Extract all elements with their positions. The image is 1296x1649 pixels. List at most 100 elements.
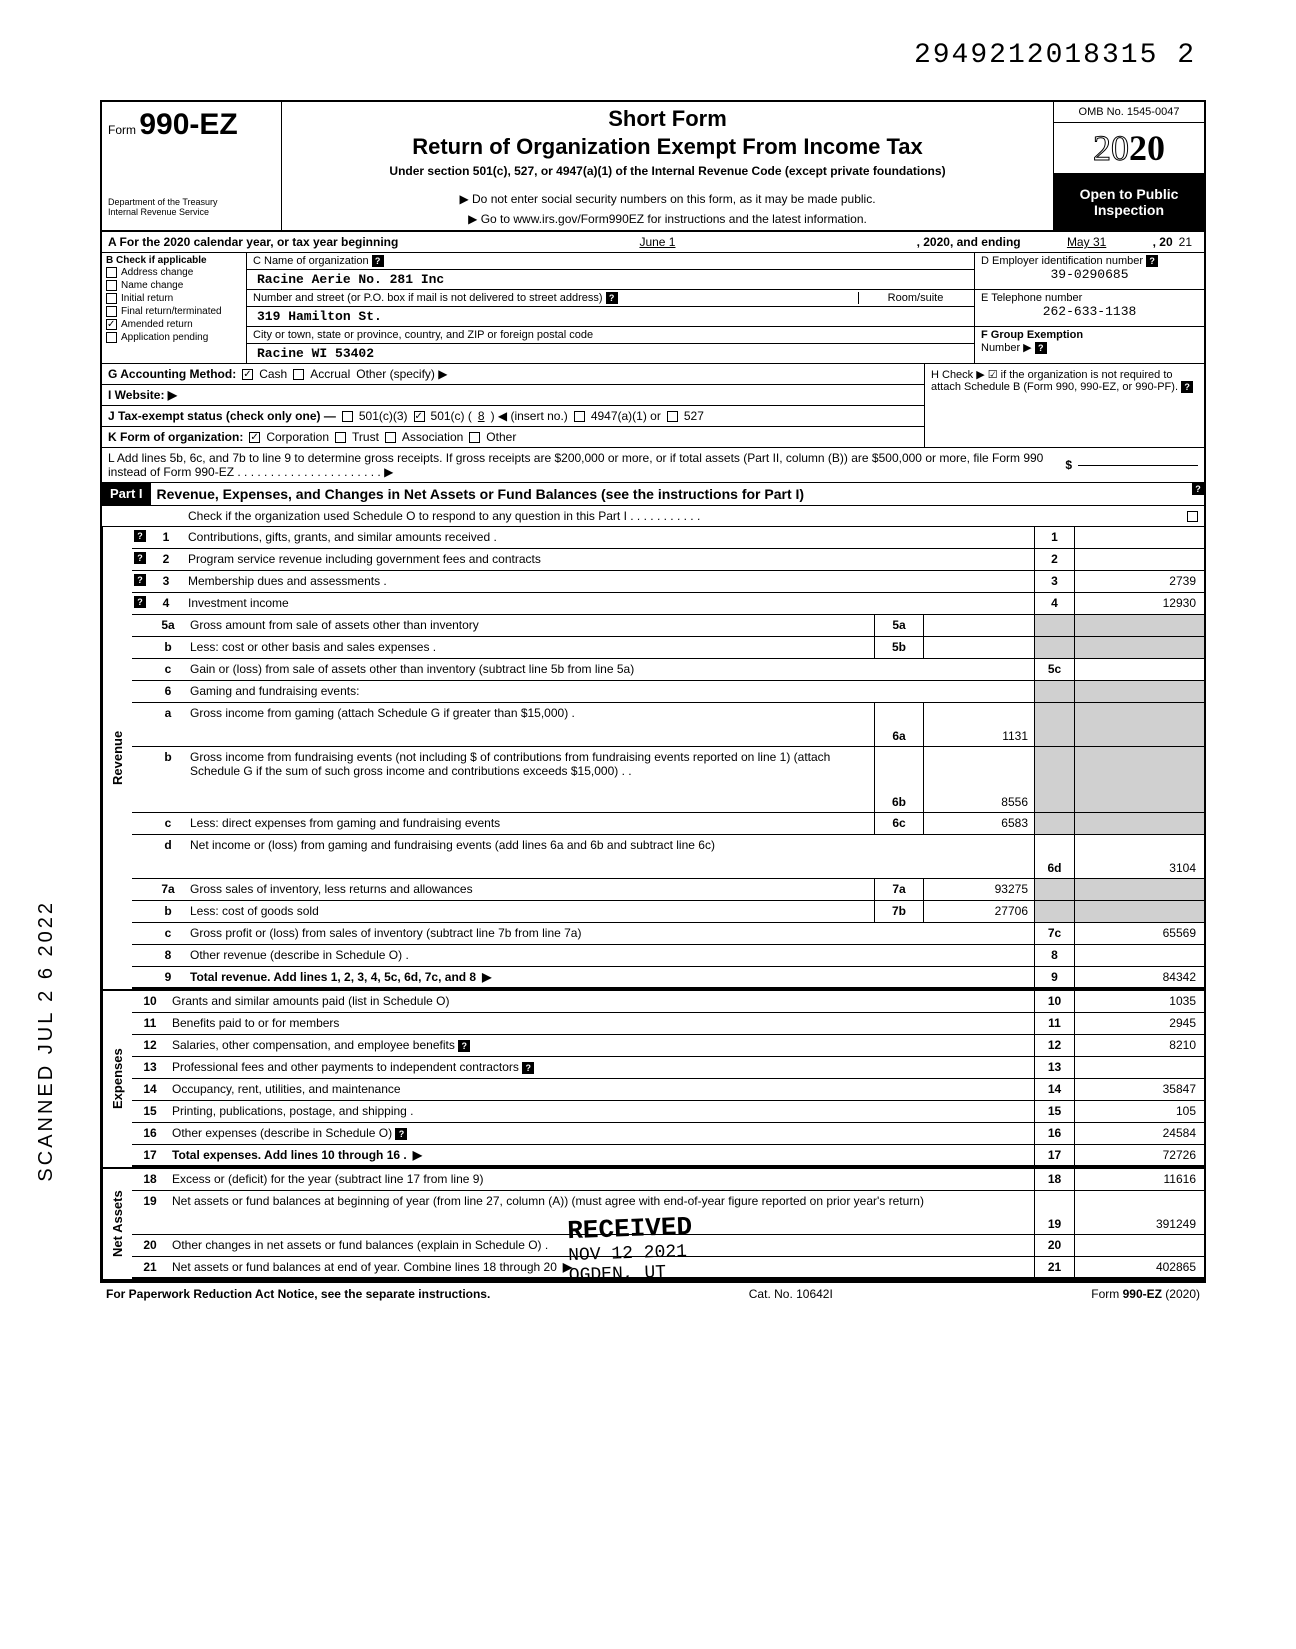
phone-value: 262-633-1138: [981, 304, 1198, 319]
cb-final-return[interactable]: [106, 306, 117, 317]
header-right: OMB No. 1545-0047 2020 Open to Public In…: [1054, 102, 1204, 230]
line5c-val: [1074, 659, 1204, 680]
row-a-tax-year: A For the 2020 calendar year, or tax yea…: [102, 232, 1204, 253]
stamp-place: OGDEN, UT: [569, 1262, 694, 1286]
line7c-desc: Gross profit or (loss) from sales of inv…: [186, 923, 1034, 944]
cb-4947[interactable]: [574, 411, 585, 422]
j-o3: 4947(a)(1) or: [591, 409, 661, 423]
l-text: L Add lines 5b, 6c, and 7b to line 9 to …: [108, 451, 1059, 479]
line7a-box: 7a: [874, 879, 924, 900]
cb-other-org[interactable]: [469, 432, 480, 443]
section-def: D Employer identification number ? 39-02…: [974, 253, 1204, 363]
section-b: B Check if applicable Address change Nam…: [102, 253, 247, 363]
help-l2[interactable]: ?: [134, 552, 146, 564]
stamp-received-text: RECEIVED: [567, 1212, 693, 1246]
help-icon[interactable]: ?: [372, 255, 384, 267]
header-center: Short Form Return of Organization Exempt…: [282, 102, 1054, 230]
row-i: I Website: ▶: [102, 385, 924, 406]
line5b-desc: Less: cost or other basis and sales expe…: [186, 637, 874, 658]
cb-name-change[interactable]: [106, 280, 117, 291]
line16-desc: Other expenses (describe in Schedule O) …: [168, 1123, 1034, 1144]
line7b-mval: 27706: [924, 901, 1034, 922]
help-icon-2[interactable]: ?: [606, 292, 618, 304]
line8-val: [1074, 945, 1204, 966]
l-dollar: $: [1065, 458, 1072, 472]
j-insert: 8: [478, 409, 485, 423]
omb-number: OMB No. 1545-0047: [1054, 102, 1204, 123]
line17-val: 72726: [1074, 1145, 1204, 1165]
help-l13[interactable]: ?: [522, 1062, 534, 1074]
line5a-mval: [924, 615, 1034, 636]
k-o1: Corporation: [266, 430, 329, 444]
line6a-desc: Gross income from gaming (attach Schedul…: [186, 703, 874, 746]
line7a-mval: 93275: [924, 879, 1034, 900]
j-o2b: ) ◀ (insert no.): [491, 409, 568, 423]
line6-desc: Gaming and fundraising events:: [186, 681, 1034, 702]
line15-val: 105: [1074, 1101, 1204, 1122]
section-bcdef: B Check if applicable Address change Nam…: [102, 253, 1204, 364]
ssn-warning: ▶ Do not enter social security numbers o…: [292, 192, 1043, 206]
f-label2: Number ▶: [981, 342, 1032, 354]
line4-val: 12930: [1074, 593, 1204, 614]
help-l12[interactable]: ?: [458, 1040, 470, 1052]
form-number: 990-EZ: [139, 108, 237, 141]
cb-schedule-o[interactable]: [1187, 511, 1198, 522]
line13-val: [1074, 1057, 1204, 1078]
d-label: D Employer identification number: [981, 255, 1143, 267]
form-prefix: Form: [108, 123, 136, 137]
line6c-box: 6c: [874, 813, 924, 834]
help-icon-p1[interactable]: ?: [1192, 483, 1204, 495]
line13-desc: Professional fees and other payments to …: [168, 1057, 1034, 1078]
cb-accrual[interactable]: [293, 369, 304, 380]
open-to-public: Open to Public Inspection: [1054, 173, 1204, 230]
help-l1[interactable]: ?: [134, 530, 146, 542]
cb-initial-return[interactable]: [106, 293, 117, 304]
line7a-desc: Gross sales of inventory, less returns a…: [186, 879, 874, 900]
line6b-desc: Gross income from fundraising events (no…: [186, 747, 874, 812]
help-l4[interactable]: ?: [134, 596, 146, 608]
cb-cash[interactable]: [242, 369, 253, 380]
cb-trust[interactable]: [335, 432, 346, 443]
section-b-label: B Check if applicable: [106, 255, 207, 266]
cb-corporation[interactable]: [249, 432, 260, 443]
cb-address-change[interactable]: [106, 267, 117, 278]
line6b-mval: 8556: [924, 747, 1034, 812]
line1-desc: Contributions, gifts, grants, and simila…: [184, 527, 1034, 548]
row-l: L Add lines 5b, 6c, and 7b to line 9 to …: [102, 448, 1204, 483]
line14-val: 35847: [1074, 1079, 1204, 1100]
cb-application-pending[interactable]: [106, 332, 117, 343]
help-icon-d[interactable]: ?: [1146, 255, 1158, 267]
j-o1: 501(c)(3): [359, 409, 408, 423]
cb-527[interactable]: [667, 411, 678, 422]
help-l3[interactable]: ?: [134, 574, 146, 586]
help-icon-h[interactable]: ?: [1181, 381, 1193, 393]
lbl-final-return: Final return/terminated: [121, 306, 222, 317]
lbl-name-change: Name change: [121, 280, 183, 291]
lbl-address-change: Address change: [121, 267, 193, 278]
revenue-section: Revenue ?1Contributions, gifts, grants, …: [102, 527, 1204, 991]
cb-501c[interactable]: [414, 411, 425, 422]
title-short-form: Short Form: [292, 106, 1043, 132]
expenses-section: Expenses 10Grants and similar amounts pa…: [102, 991, 1204, 1169]
f-label: F Group Exemption: [981, 329, 1083, 341]
form-header: Form 990-EZ Department of the Treasury I…: [102, 102, 1204, 232]
line4-desc: Investment income: [184, 593, 1034, 614]
cb-amended-return[interactable]: [106, 319, 117, 330]
scanned-stamp: SCANNED JUL 2 6 2022: [35, 900, 58, 1182]
form-990ez: Form 990-EZ Department of the Treasury I…: [100, 100, 1206, 1283]
help-icon-f[interactable]: ?: [1035, 342, 1047, 354]
section-c: C Name of organization ? Racine Aerie No…: [247, 253, 974, 363]
part1-check-text: Check if the organization used Schedule …: [108, 509, 1181, 523]
cb-501c3[interactable]: [342, 411, 353, 422]
c-street-label: Number and street (or P.O. box if mail i…: [253, 292, 603, 304]
cb-association[interactable]: [385, 432, 396, 443]
line8-desc: Other revenue (describe in Schedule O) .: [186, 945, 1034, 966]
line3-desc: Membership dues and assessments .: [184, 571, 1034, 592]
line7b-box: 7b: [874, 901, 924, 922]
g-other: Other (specify) ▶: [356, 367, 447, 381]
line6d-val: 3104: [1074, 835, 1204, 878]
help-l16[interactable]: ?: [395, 1128, 407, 1140]
line7c-val: 65569: [1074, 923, 1204, 944]
org-city: Racine WI 53402: [257, 346, 374, 361]
line5b-mval: [924, 637, 1034, 658]
